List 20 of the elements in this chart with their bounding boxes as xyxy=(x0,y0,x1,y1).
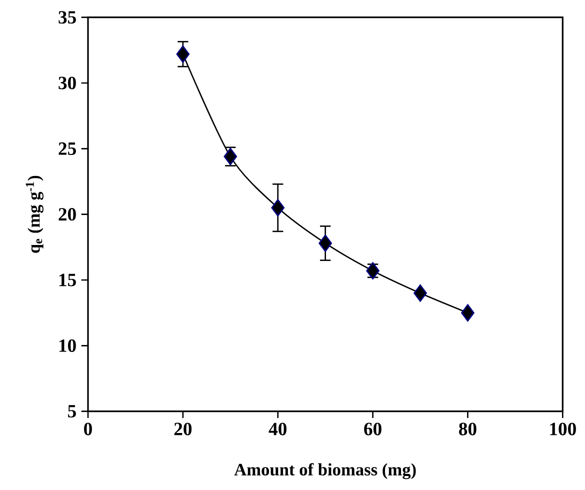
y-tick-label: 5 xyxy=(68,405,76,418)
x-tick-label: 100 xyxy=(550,422,576,436)
y-tick-label: 20 xyxy=(58,208,76,221)
y-tick-label: 10 xyxy=(59,339,76,352)
point xyxy=(461,304,474,322)
y-axis-title: q$_{e}$ (mg g$^{-1}$) xyxy=(26,176,44,253)
point xyxy=(271,199,285,216)
y-tick-label: 15 xyxy=(59,274,76,286)
x-tick-label: 20 xyxy=(174,422,192,436)
x-axis-title: Amount of biomass (mg) xyxy=(234,463,416,480)
x-tick-label: 40 xyxy=(268,422,286,436)
point xyxy=(176,45,190,63)
x-tick-label: 80 xyxy=(459,422,476,436)
y-tick-label: 35 xyxy=(58,11,76,24)
x-tick-label: 0 xyxy=(84,422,92,436)
point xyxy=(318,234,332,252)
point xyxy=(414,284,427,302)
x-tick-label: 60 xyxy=(364,422,382,436)
y-tick-label: 25 xyxy=(58,142,76,155)
y-tick-label: 30 xyxy=(58,76,76,90)
